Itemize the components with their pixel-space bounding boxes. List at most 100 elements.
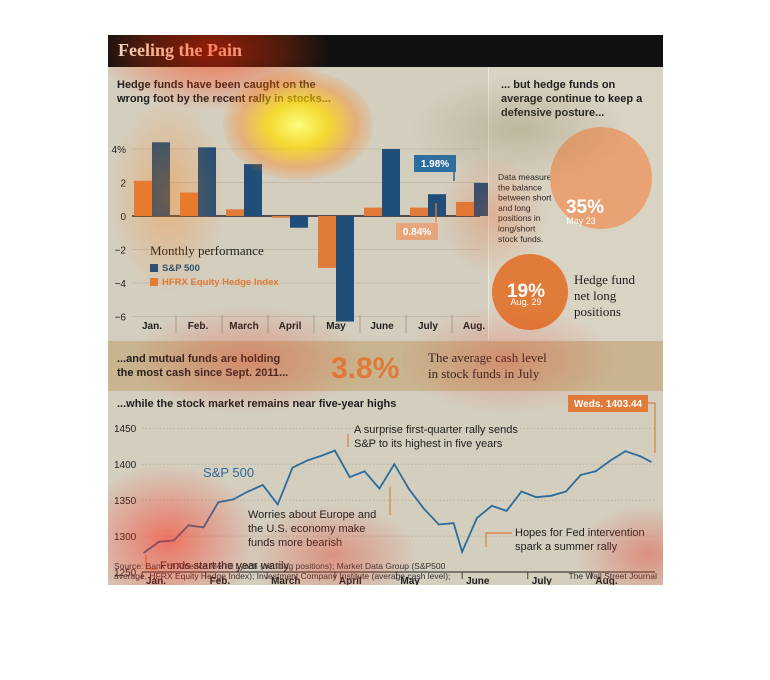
sp500-point: [550, 494, 552, 497]
sp500-point: [505, 510, 508, 512]
bar-ytick-label: −4: [115, 279, 127, 290]
sp500-point: [348, 476, 351, 478]
sp500-point: [579, 474, 582, 476]
bar-sp500-june: [382, 149, 400, 216]
cash-value: 3.8%: [331, 352, 399, 385]
posture-note-line: long/short: [498, 224, 536, 234]
sp500-point: [452, 522, 455, 524]
posture-note-line: between short: [498, 193, 552, 203]
ann1-line1: A surprise first-quarter rally sends: [354, 424, 518, 436]
sp500-point: [334, 449, 336, 452]
bar-hfrx-june: [364, 207, 382, 216]
bar-ytick-label: 0: [120, 212, 126, 223]
bar-xtick-label: Feb.: [188, 321, 209, 332]
line-xtick-label: June: [466, 576, 490, 585]
bar-xtick-label: June: [370, 321, 394, 332]
footer: Source: Bank of America Merrill Lynch (n…: [114, 561, 659, 581]
posture-heading-line3: defensive posture...: [501, 107, 604, 119]
header-bar: Feeling the Pain: [108, 35, 663, 67]
bar-sp500-april: [290, 216, 308, 228]
sp500-point: [217, 501, 220, 504]
legend-swatch-hfrx: [150, 278, 158, 286]
line-ytick-label: 1300: [114, 532, 137, 543]
bar-xtick-label: July: [418, 321, 438, 332]
bar-sp500-july: [428, 194, 446, 216]
bar-legend-title: Monthly performance: [150, 243, 264, 258]
sp500-point: [363, 470, 366, 473]
bar-hfrx-july: [410, 207, 428, 216]
bubble-small-date: Aug. 29: [510, 297, 541, 307]
sp500-point: [247, 490, 249, 493]
bar-ytick-label: −2: [115, 246, 127, 257]
callout-box-sp500: [414, 155, 456, 172]
bar-chart: Hedge funds have been caught on the wron…: [108, 67, 488, 341]
bubble-big-date: May 23: [566, 216, 596, 226]
sp500-point: [393, 463, 396, 465]
line-ytick-label: 1450: [114, 424, 137, 435]
bar-xtick-label: May: [326, 321, 346, 332]
net-long-panel: ... but hedge funds on average continue …: [488, 67, 663, 341]
posture-note-line: the balance: [498, 182, 542, 192]
sp500-point: [535, 496, 538, 499]
callout-sp500: 1.98%: [421, 159, 449, 170]
graphic-title: Feeling the Pain: [118, 40, 242, 60]
ann2-line2: the U.S. economy make: [248, 523, 365, 535]
bar-xtick-label: April: [279, 321, 302, 332]
sp500-point: [639, 455, 642, 458]
ann2-line1: Worries about Europe and: [248, 509, 376, 521]
posture-note-line: stock funds.: [498, 234, 543, 244]
sp500-point: [490, 504, 493, 507]
bubble-35-percent: [550, 127, 652, 229]
callout-box-hfrx: [396, 223, 438, 240]
cash-band-background: [108, 341, 663, 391]
line-xtick-label: March: [271, 576, 300, 585]
sp500-point: [321, 454, 324, 457]
sp500-point: [423, 507, 425, 510]
line-ytick-label: 1400: [114, 460, 137, 471]
bubble-small-value: 19%: [507, 281, 545, 302]
legend-label-hfrx: HFRX Equity Hedge Index: [162, 277, 279, 288]
line-chart: ...while the stock market remains near f…: [108, 391, 663, 585]
sp500-point: [408, 488, 410, 491]
bar-sp500-march: [244, 164, 262, 216]
posture-note-line: and long: [498, 203, 531, 213]
sp500-point: [649, 460, 652, 463]
posture-note-line: positions in: [498, 213, 541, 223]
source-line2: average, HFRX Equity Hedge Index); Inves…: [114, 571, 451, 581]
sp500-point: [187, 524, 190, 527]
line-ytick-label: 1350: [114, 496, 137, 507]
bar-ytick-label: 2: [120, 179, 126, 190]
callout-weds: Weds. 1403.44: [574, 399, 643, 410]
line-xtick-label: April: [339, 576, 362, 585]
bar-hfrx-march: [226, 209, 244, 216]
source-line1: Source: Bank of America Merrill Lynch (n…: [114, 561, 446, 571]
sp500-point: [624, 450, 627, 453]
legend-label-sp500: S&P 500: [162, 263, 200, 274]
sp500-point: [306, 459, 309, 462]
ann3-line1: Hopes for Fed intervention: [515, 527, 645, 539]
bar-heading-line2: wrong foot by the recent rally in stocks…: [116, 93, 331, 105]
callout-box-weds: [568, 395, 648, 412]
sp500-point: [594, 470, 597, 473]
infographic: Feeling the Pain Hedge funds have been c…: [108, 35, 663, 585]
bar-hfrx-may: [318, 216, 336, 268]
ann2-line3: funds more bearish: [248, 537, 342, 549]
bar-sp500-may: [336, 216, 354, 322]
ann3-line2: spark a summer rally: [515, 541, 618, 553]
callout-hfrx: 0.84%: [403, 227, 431, 238]
ann3-leader: [485, 532, 512, 547]
line-heading: ...while the stock market remains near f…: [117, 398, 396, 410]
sp500-point: [291, 466, 294, 469]
line-xtick-label: July: [532, 576, 552, 585]
bar-ytick-label: 4%: [112, 145, 127, 156]
sp500-point: [158, 540, 160, 543]
sp500-point: [461, 551, 463, 553]
sp500-point: [609, 459, 612, 462]
bar-hfrx-jan: [134, 180, 152, 216]
sp500-point: [143, 551, 145, 554]
sp500-point: [232, 498, 235, 501]
cash-desc-line2: in stock funds in July: [428, 366, 540, 381]
ann1-line2: S&P to its highest in five years: [354, 438, 503, 450]
bar-sp500-feb: [198, 147, 216, 216]
